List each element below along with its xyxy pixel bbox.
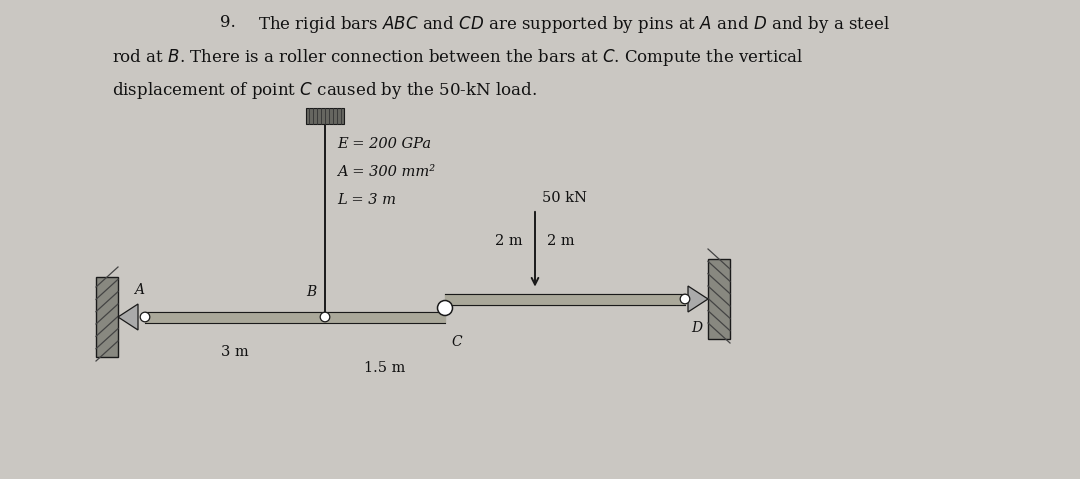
Bar [306, 108, 345, 124]
Text: 9.: 9. [220, 14, 235, 31]
Text: A: A [134, 283, 144, 297]
Text: 1.5 m: 1.5 m [364, 361, 406, 375]
Text: 2 m: 2 m [496, 234, 523, 248]
Circle shape [437, 300, 453, 316]
Bar [708, 259, 730, 339]
Text: displacement of point $\mathit{C}$ caused by the 50-kN load.: displacement of point $\mathit{C}$ cause… [112, 80, 537, 101]
Text: 3 m: 3 m [221, 344, 248, 358]
Text: rod at $\mathit{B}$. There is a roller connection between the bars at $\mathit{C: rod at $\mathit{B}$. There is a roller c… [112, 47, 804, 68]
Polygon shape [118, 304, 138, 330]
Text: E = 200 GPa: E = 200 GPa [337, 137, 431, 151]
Text: The rigid bars $\mathit{ABC}$ and $\mathit{CD}$ are supported by pins at $\mathi: The rigid bars $\mathit{ABC}$ and $\math… [258, 14, 890, 35]
Text: D: D [691, 321, 702, 335]
Text: 2 m: 2 m [546, 234, 575, 248]
Text: C: C [451, 335, 461, 349]
Bar [96, 277, 118, 357]
Circle shape [320, 312, 329, 322]
Text: 50 kN: 50 kN [542, 191, 588, 205]
Text: B: B [306, 285, 316, 299]
Circle shape [140, 312, 150, 322]
Text: L = 3 m: L = 3 m [337, 193, 396, 207]
Circle shape [680, 294, 690, 304]
Text: A = 300 mm²: A = 300 mm² [337, 165, 435, 179]
Polygon shape [688, 286, 708, 312]
